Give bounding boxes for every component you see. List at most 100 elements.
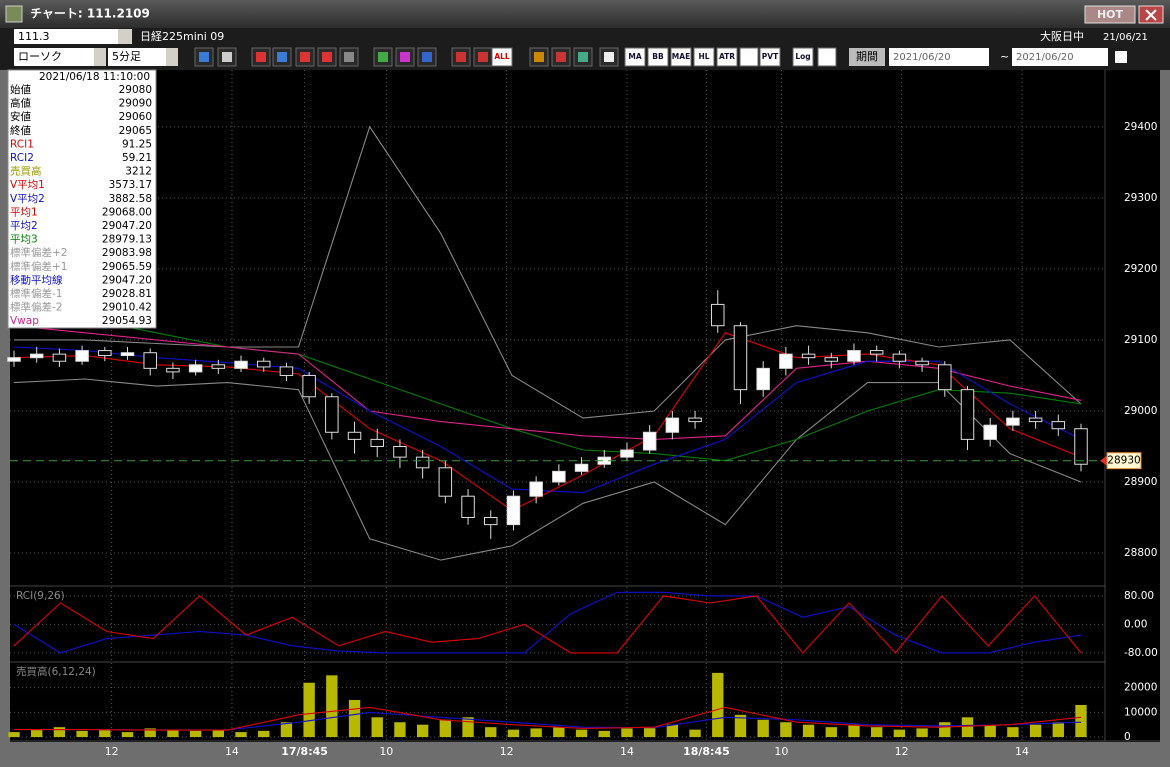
candle-body (756, 367, 770, 391)
volume-bar (1075, 704, 1087, 738)
volume-bar (258, 730, 270, 738)
candle-body (688, 417, 702, 423)
tool-icon (604, 52, 614, 62)
candle-body (98, 350, 112, 357)
tool-icon (556, 52, 566, 62)
volume-bar (598, 730, 610, 738)
info-value: 59.21 (122, 152, 152, 164)
indicator-line (13, 378, 1082, 561)
volume-bar (893, 729, 906, 738)
volume-bar (916, 728, 928, 738)
y-tick-label: -80.00 (1124, 647, 1158, 659)
volume-bar (734, 714, 747, 738)
info-value: 29060 (119, 111, 152, 123)
x-tick-label: 14 (1015, 745, 1029, 758)
tool-button[interactable] (624, 47, 646, 67)
volume-bar (462, 717, 474, 738)
panel-title: RCI(9,26) (16, 590, 65, 602)
candle-body (847, 350, 861, 362)
candle-body (279, 366, 294, 376)
tool-button[interactable] (670, 47, 692, 67)
tool-icon (534, 52, 544, 62)
volume-bar (53, 727, 66, 738)
x-tick-label: 12 (105, 745, 119, 758)
candle-body (1006, 417, 1020, 426)
info-label: 終値 (10, 124, 31, 137)
tool-button-label: PVT (762, 52, 779, 61)
period-button[interactable] (849, 48, 885, 66)
candle-body (801, 353, 816, 359)
volume-bar (439, 719, 452, 738)
candle-body (188, 364, 203, 373)
volume-bar (643, 727, 656, 738)
dropdown-arrow[interactable] (118, 29, 132, 44)
indicator-line (13, 595, 1082, 654)
y-tick-label: 29400 (1124, 121, 1157, 133)
volume-bar (780, 722, 792, 738)
instrument: 日経225mini 09 (140, 30, 224, 43)
volume-bar (939, 722, 951, 738)
tool-button[interactable] (817, 47, 837, 67)
tool-icon (422, 52, 432, 62)
volume-bar (31, 729, 43, 738)
candle-body (960, 389, 975, 440)
candle-body (347, 431, 362, 440)
volume-bar (802, 724, 815, 738)
tool-button[interactable] (759, 47, 781, 67)
candle-body (1028, 417, 1043, 423)
candle-body (620, 449, 634, 458)
dropdown-arrow[interactable] (166, 48, 178, 66)
chart-kind-select[interactable] (14, 48, 94, 66)
y-tick-label: 0.00 (1124, 618, 1147, 630)
candle-body (234, 360, 248, 369)
period-label: 期間 (856, 50, 878, 63)
date-from[interactable] (889, 48, 989, 66)
tool-button-label: Log (795, 52, 810, 61)
date-to-text: 2021/06/20 (1016, 52, 1074, 63)
tool-button[interactable] (716, 47, 738, 67)
volume-bar (961, 717, 974, 738)
volume-bar (712, 672, 724, 738)
candle-body (370, 438, 384, 447)
tool-button[interactable] (739, 47, 759, 67)
info-label: 売買高 (10, 165, 42, 178)
checkbox[interactable] (1115, 51, 1127, 63)
session: 大阪日中 (1040, 29, 1084, 43)
volume-bar (530, 728, 542, 738)
tool-button[interactable] (647, 47, 669, 67)
tool-button[interactable] (491, 47, 513, 67)
tool-button[interactable] (792, 47, 814, 67)
date: 21/06/21 (1103, 32, 1148, 43)
info-value: 29065 (119, 125, 152, 137)
info-value: 29047.20 (102, 274, 152, 286)
candle-body (529, 481, 543, 497)
candle-body (869, 350, 884, 355)
info-value: 29047.20 (102, 220, 152, 232)
date-to[interactable] (1012, 48, 1108, 66)
volume-bar (757, 719, 769, 738)
interval-select[interactable] (108, 48, 166, 66)
volume-bar (76, 730, 88, 738)
hot-button[interactable] (1084, 5, 1136, 24)
volume-bar (871, 727, 883, 738)
volume-bar (280, 722, 293, 738)
tool-icon (578, 52, 588, 62)
info-value: 29010.42 (102, 302, 152, 314)
current-price-label: 28930 (1107, 455, 1140, 467)
x-tick-label: 10 (379, 745, 393, 758)
tool-icon (400, 52, 410, 62)
info-value: 29068.00 (102, 206, 152, 218)
symbol-select[interactable] (14, 29, 118, 44)
tool-button[interactable] (693, 47, 715, 67)
info-label: 安値 (10, 110, 31, 123)
candle-body (52, 353, 67, 362)
volume-bar (1007, 727, 1019, 738)
y-tick-label: 29300 (1124, 192, 1157, 204)
dropdown-arrow[interactable] (94, 48, 106, 66)
volume-bar (575, 729, 588, 738)
candle-body (574, 463, 589, 472)
y-tick-label: 29000 (1124, 405, 1157, 417)
hot-label[interactable]: HOT (1097, 8, 1124, 21)
info-label: 始値 (10, 83, 31, 96)
candle-body (506, 495, 521, 526)
